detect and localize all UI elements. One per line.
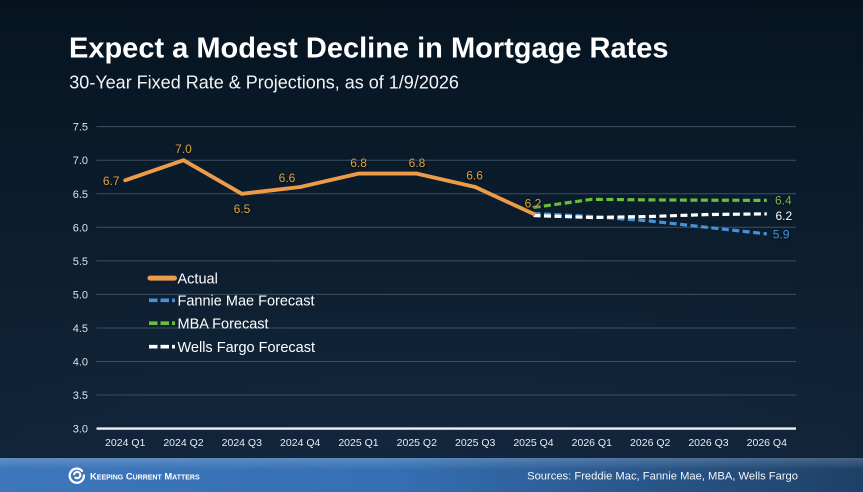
svg-text:6.8: 6.8: [350, 156, 367, 170]
svg-text:2024 Q3: 2024 Q3: [222, 437, 262, 449]
svg-text:Sources: Freddie Mac, Fannie M: Sources: Freddie Mac, Fannie Mae, MBA, W…: [527, 471, 798, 483]
svg-text:Wells Fargo Forecast: Wells Fargo Forecast: [178, 340, 316, 356]
svg-text:2026 Q1: 2026 Q1: [572, 437, 612, 449]
svg-text:2025 Q1: 2025 Q1: [338, 437, 378, 449]
svg-text:3.5: 3.5: [73, 390, 88, 402]
svg-text:Fannie Mae Forecast: Fannie Mae Forecast: [178, 294, 315, 310]
svg-text:Keeping Current Matters: Keeping Current Matters: [90, 471, 200, 482]
svg-text:2026 Q3: 2026 Q3: [688, 437, 728, 449]
svg-text:2026 Q4: 2026 Q4: [747, 437, 787, 449]
svg-text:6.5: 6.5: [73, 189, 88, 201]
svg-text:7.0: 7.0: [175, 142, 192, 156]
svg-text:30-Year Fixed Rate & Projectio: 30-Year Fixed Rate & Projections, as of …: [69, 73, 459, 93]
svg-text:2025 Q2: 2025 Q2: [397, 437, 437, 449]
svg-text:6.6: 6.6: [279, 171, 296, 185]
svg-text:7.0: 7.0: [73, 155, 88, 167]
svg-text:5.5: 5.5: [73, 256, 88, 268]
svg-text:4.0: 4.0: [73, 357, 88, 369]
svg-text:Expect a Modest Decline in Mor: Expect a Modest Decline in Mortgage Rate…: [69, 33, 668, 65]
svg-text:7.5: 7.5: [73, 122, 88, 134]
svg-text:5.9: 5.9: [773, 227, 790, 241]
svg-text:4.5: 4.5: [73, 323, 88, 335]
svg-text:6.6: 6.6: [466, 168, 483, 182]
svg-text:2024 Q4: 2024 Q4: [280, 437, 320, 449]
svg-text:2026 Q2: 2026 Q2: [630, 437, 670, 449]
svg-text:6.0: 6.0: [73, 222, 88, 234]
svg-text:3.0: 3.0: [73, 424, 88, 436]
svg-text:MBA Forecast: MBA Forecast: [178, 316, 269, 332]
svg-text:5.0: 5.0: [73, 289, 88, 301]
svg-text:6.5: 6.5: [234, 202, 251, 216]
svg-text:2024 Q2: 2024 Q2: [163, 437, 203, 449]
svg-text:6.4: 6.4: [775, 194, 792, 208]
svg-text:2025 Q3: 2025 Q3: [455, 437, 495, 449]
svg-text:Actual: Actual: [178, 271, 218, 287]
svg-text:2025 Q4: 2025 Q4: [513, 437, 553, 449]
svg-text:6.7: 6.7: [103, 174, 120, 188]
svg-text:2024 Q1: 2024 Q1: [105, 437, 145, 449]
svg-text:6.8: 6.8: [409, 156, 426, 170]
svg-text:6.2: 6.2: [525, 197, 542, 211]
svg-text:6.2: 6.2: [776, 209, 793, 223]
